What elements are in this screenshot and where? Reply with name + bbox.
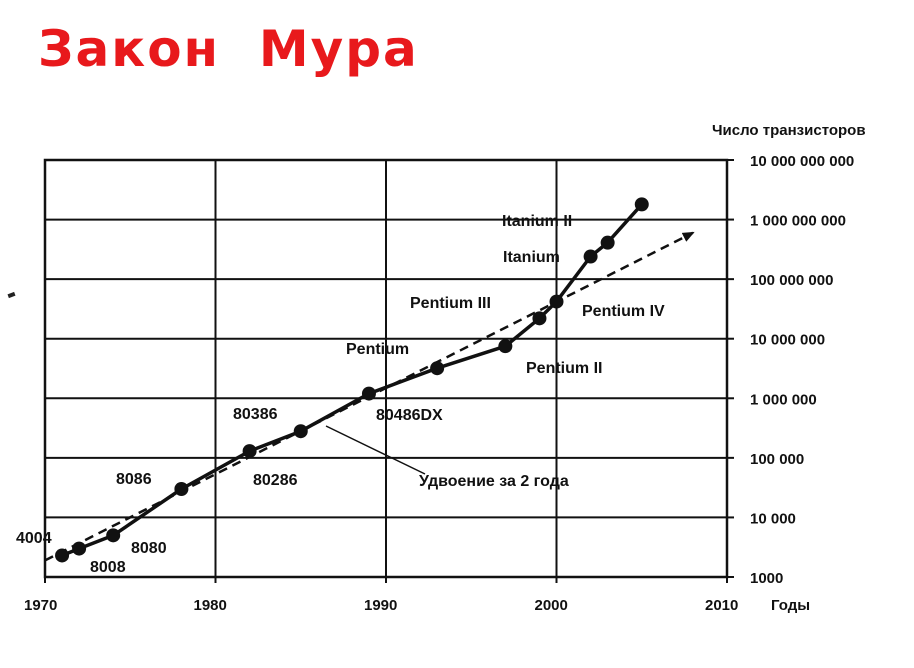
annotation-label: 8086: [116, 471, 152, 488]
data-point: [430, 361, 445, 376]
annotation-label: 4004: [16, 530, 52, 547]
page-title: Закон Мура: [38, 20, 419, 78]
y-tick-label: 100 000 000: [750, 272, 833, 289]
data-point: [55, 548, 70, 563]
annotation-label: Itanium: [503, 249, 560, 266]
x-tick-label: 1970: [24, 597, 57, 614]
y-tick-label: 100 000: [750, 451, 804, 468]
data-point: [72, 541, 87, 556]
data-point: [361, 386, 376, 401]
annotation-label: Pentium: [346, 341, 409, 358]
x-tick-label: 1980: [194, 597, 227, 614]
y-tick-label: 10 000: [750, 510, 796, 527]
annotation-label: 80386: [233, 406, 278, 423]
annotation-label: 8008: [90, 559, 126, 576]
data-point: [174, 482, 189, 497]
data-point: [106, 528, 121, 543]
data-point: [600, 235, 615, 250]
y-tick-label: 10 000 000 000: [750, 153, 854, 170]
data-point: [549, 294, 564, 309]
y-tick-label: 10 000 000: [750, 332, 825, 349]
x-tick-label: 2010: [705, 597, 738, 614]
x-axis-title: Годы: [771, 597, 810, 614]
y-tick-label: 1000: [750, 570, 783, 587]
y-tick-label: 1 000 000: [750, 391, 817, 408]
data-point: [293, 424, 308, 439]
annotation-leader-line: [325, 425, 426, 475]
data-point: [498, 339, 513, 354]
y-axis-title: Число транзисторов: [712, 122, 866, 139]
annotation-label: Pentium IV: [582, 303, 665, 320]
annotation-label: Pentium III: [410, 295, 491, 312]
annotation-label: Itanium II: [502, 213, 572, 230]
x-tick-label: 1990: [364, 597, 397, 614]
series-line-transistors: [61, 203, 644, 558]
y-tick-label: 1 000 000 000: [750, 213, 846, 230]
annotation-label: Pentium II: [526, 360, 602, 377]
data-point: [532, 311, 547, 326]
data-point: [242, 444, 257, 459]
data-point: [583, 249, 598, 264]
series-layer: [55, 197, 649, 563]
axis-layer: [43, 158, 734, 583]
annotation-label: 8080: [131, 540, 167, 557]
annotation-label: Удвоение за 2 года: [419, 473, 569, 490]
plot-frame: [43, 158, 729, 579]
x-tick-label: 2000: [535, 597, 568, 614]
data-point: [634, 197, 649, 212]
annotation-label: 80286: [253, 472, 298, 489]
annotation-label: 80486DX: [376, 407, 443, 424]
label-layer: 1000 10 000 100 000 1 000 000 10 000 000 100 …: [16, 153, 854, 614]
